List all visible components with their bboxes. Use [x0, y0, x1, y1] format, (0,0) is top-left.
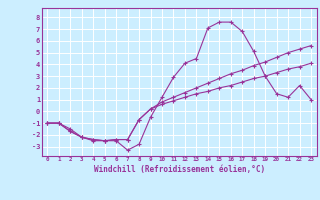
X-axis label: Windchill (Refroidissement éolien,°C): Windchill (Refroidissement éolien,°C) — [94, 165, 265, 174]
